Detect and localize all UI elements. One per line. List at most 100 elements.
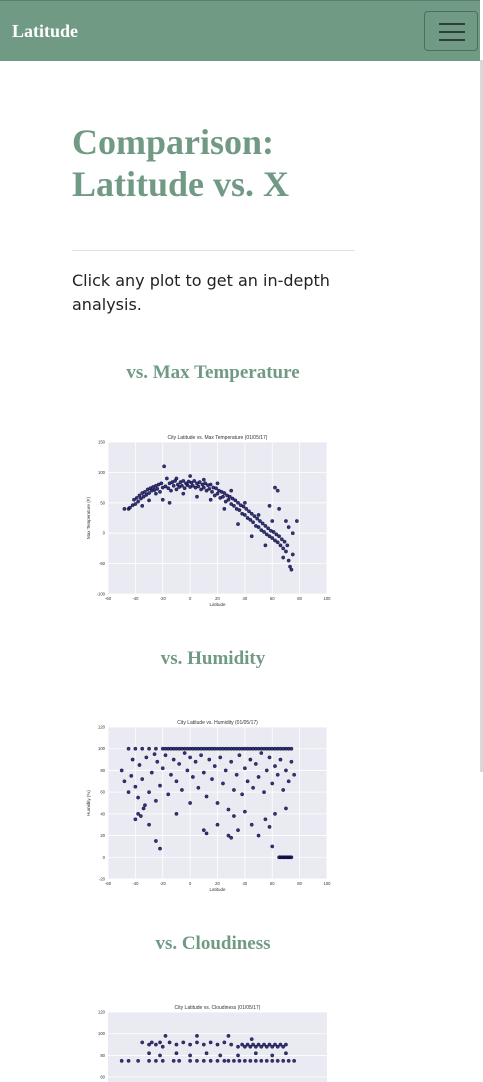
data-point [249,534,254,539]
data-point [267,1042,272,1047]
y-axis-label: Humidity (%) [86,790,91,816]
data-point [253,1044,258,1049]
data-point [237,753,242,758]
data-point [245,516,250,520]
y-axis-label: Max Temperature (F) [86,497,91,539]
x-tick-label: 60 [270,881,275,886]
data-point [201,485,206,490]
data-point [147,498,151,503]
data-point [197,480,202,484]
data-point [270,519,275,523]
y-tick-label: 100 [98,746,106,751]
plot-max-temperature: -60 -40 -20 0 20 40 60 80 100 -100 -50 0 50 100 150 Cit… [86,435,331,607]
data-point [128,505,132,510]
data-point [169,772,173,777]
data-point [243,1044,247,1049]
data-point [155,759,160,764]
data-point [256,1042,261,1047]
data-point [262,790,266,794]
data-point [188,801,192,805]
data-point [256,775,261,779]
data-point [215,1059,220,1063]
page-scrollbar[interactable] [480,60,483,772]
data-point [189,480,194,485]
data-point [188,755,192,760]
data-point [167,1040,172,1045]
data-point [122,779,127,784]
data-point [136,1059,140,1063]
data-point [248,757,253,762]
data-point [229,1042,234,1047]
plot-link-max-temperature[interactable]: -60 -40 -20 0 20 40 60 80 100 -100 -50 0 50 100 150 Cit… [84,432,334,612]
data-point [232,814,236,818]
data-point [141,494,146,499]
data-point [247,509,251,514]
y-tick-label: 0 [103,855,106,860]
x-tick-label: -60 [105,596,112,601]
data-point [221,494,225,499]
data-point [188,474,192,478]
data-point [275,1059,280,1063]
data-point [147,491,151,495]
data-point [264,532,269,537]
y-tick-label: 150 [98,440,106,445]
data-point [243,809,247,814]
data-point [281,788,286,792]
data-point [204,794,209,799]
data-point [152,752,157,756]
data-point [199,487,203,492]
data-point [243,766,247,771]
data-point [195,1059,199,1063]
plot-link-humidity[interactable]: -60 -40 -20 0 20 40 60 80 100 -20 0 20 40 60 80 100 120 C… [84,717,334,897]
data-point [259,751,264,755]
data-point [289,567,294,572]
navbar-toggle-button[interactable] [424,11,478,51]
data-point [147,822,151,827]
data-point [222,507,227,511]
data-point [149,770,154,775]
data-point [158,490,162,494]
data-point [271,530,276,534]
data-point [264,1059,269,1063]
data-point [129,774,134,778]
plot-area [108,1012,327,1082]
data-point [160,766,165,771]
data-point [263,543,268,548]
data-point [263,817,268,822]
data-point [270,781,275,786]
data-point [188,1053,192,1058]
navbar: Latitude [0,0,480,61]
data-point [243,513,247,517]
data-point [147,1059,151,1063]
data-point [267,503,272,508]
hamburger-icon [439,31,465,33]
data-point [185,768,190,773]
navbar-brand[interactable]: Latitude [12,21,79,41]
data-point [243,500,247,505]
data-point [181,1040,186,1045]
x-tick-label: 100 [324,881,332,886]
data-point [256,513,261,517]
y-tick-label: 80 [100,768,105,773]
data-point [204,831,209,836]
data-point [290,552,295,557]
chart-title: City Latitude vs. Max Temperature (01/05… [168,435,268,441]
data-point [270,536,275,540]
data-point [262,530,266,534]
data-point [191,483,195,488]
data-point [188,1059,192,1063]
data-point [275,1044,280,1049]
data-point [133,746,138,751]
plot-humidity: -60 -40 -20 0 20 40 60 80 100 -20 0 20 40 60 80 100 120 C… [86,720,332,892]
data-point [181,479,186,483]
data-point [273,485,277,490]
data-point [218,755,223,760]
data-point [137,493,142,498]
plot-link-cloudiness[interactable]: 60 80 100 120 City Latitude vs. Cloudiness (… [84,1002,334,1082]
data-point [281,546,286,551]
page-title-line-1: Comparison: [72,122,275,162]
data-point [262,1042,266,1047]
data-point [159,481,164,486]
x-tick-label: 0 [189,881,192,886]
data-point [270,844,275,849]
